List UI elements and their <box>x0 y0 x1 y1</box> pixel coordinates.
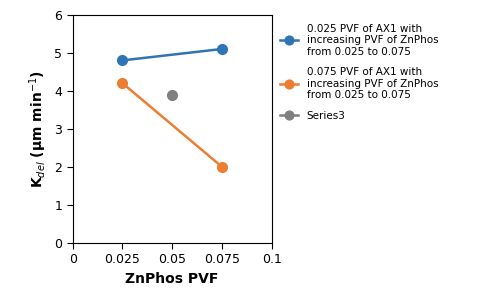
Legend: 0.025 PVF of AX1 with
increasing PVF of ZnPhos
from 0.025 to 0.075, 0.075 PVF of: 0.025 PVF of AX1 with increasing PVF of … <box>275 19 442 125</box>
0.025 PVF of AX1 with
increasing PVF of ZnPhos
from 0.025 to 0.075 <box>119 59 125 62</box>
0.075 PVF of AX1 with
increasing PVF of ZnPhos
from 0.025 to 0.075 <box>119 81 125 85</box>
Line: 0.075 PVF of AX1 with
increasing PVF of ZnPhos
from 0.025 to 0.075: 0.075 PVF of AX1 with increasing PVF of … <box>117 78 227 172</box>
Y-axis label: K$_{del}$ (μm min$^{-1}$): K$_{del}$ (μm min$^{-1}$) <box>27 70 49 188</box>
0.075 PVF of AX1 with
increasing PVF of ZnPhos
from 0.025 to 0.075 <box>218 165 224 168</box>
Line: 0.025 PVF of AX1 with
increasing PVF of ZnPhos
from 0.025 to 0.075: 0.025 PVF of AX1 with increasing PVF of … <box>117 44 227 65</box>
X-axis label: ZnPhos PVF: ZnPhos PVF <box>125 272 218 286</box>
0.025 PVF of AX1 with
increasing PVF of ZnPhos
from 0.025 to 0.075 <box>218 47 224 51</box>
